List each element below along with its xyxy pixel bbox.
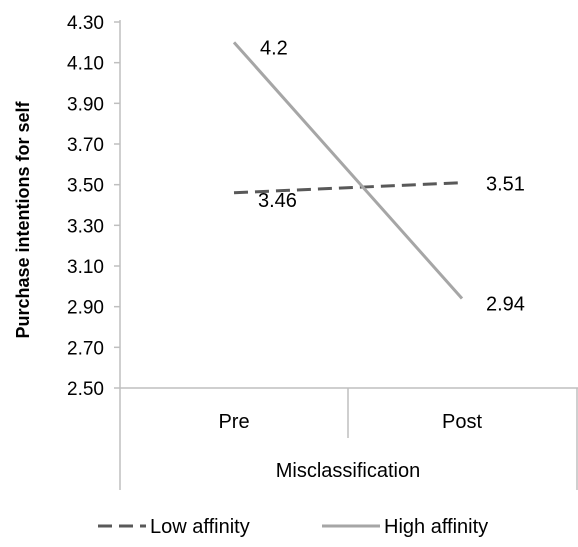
x-category-label: Pre bbox=[218, 411, 249, 433]
legend: Low affinity High affinity bbox=[98, 516, 488, 538]
x-category-label: Post bbox=[442, 411, 482, 433]
y-tick-label: 4.30 bbox=[67, 13, 104, 34]
data-label: 3.51 bbox=[486, 174, 525, 196]
data-label: 2.94 bbox=[486, 294, 525, 316]
y-tick-label: 3.50 bbox=[67, 176, 104, 197]
y-tick-label: 2.70 bbox=[67, 338, 104, 359]
series-line-low-affinity bbox=[233, 181, 463, 195]
y-tick-label: 3.30 bbox=[67, 216, 104, 237]
x-axis-group-label: Misclassification bbox=[276, 460, 420, 482]
y-tick-label: 3.90 bbox=[67, 94, 104, 115]
y-tick-label: 3.70 bbox=[67, 135, 104, 156]
legend-label: High affinity bbox=[384, 516, 488, 538]
y-tick-label: 2.90 bbox=[67, 298, 104, 319]
y-axis-title: Purchase intentions for self bbox=[13, 100, 33, 338]
data-label: 4.2 bbox=[260, 37, 288, 59]
y-tick-label: 4.10 bbox=[67, 54, 104, 75]
data-label: 3.46 bbox=[258, 190, 297, 212]
y-tick-label: 2.50 bbox=[67, 379, 104, 400]
legend-label: Low affinity bbox=[150, 516, 250, 538]
series-line-high-affinity bbox=[232, 41, 464, 300]
y-tick-label: 3.10 bbox=[67, 257, 104, 278]
